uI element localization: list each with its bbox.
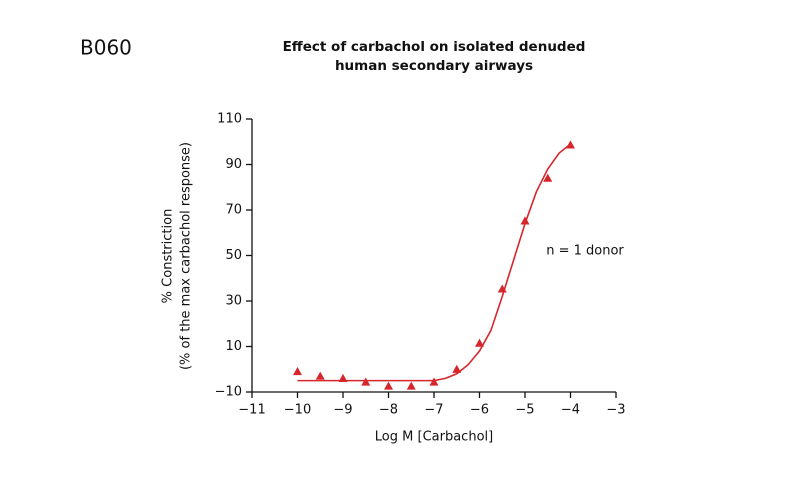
- x-tick-label: −10: [284, 403, 311, 418]
- data-point: [475, 338, 484, 347]
- chart-title: human secondary airways: [335, 58, 533, 74]
- x-tick-label: −7: [424, 403, 443, 418]
- chart-title: Effect of carbachol on isolated denuded: [283, 39, 586, 55]
- data-point: [293, 367, 302, 376]
- data-point: [315, 371, 325, 380]
- panel-label: B060: [80, 36, 132, 60]
- data-point: [543, 173, 553, 182]
- x-axis-label: Log M [Carbachol]: [375, 430, 493, 445]
- y-tick-label: 30: [225, 294, 242, 309]
- fit-line: [297, 143, 571, 382]
- y-tick-label: 110: [217, 112, 242, 127]
- x-tick-label: −3: [606, 403, 625, 418]
- data-point: [406, 381, 416, 390]
- y-axis-label: % Constriction: [161, 209, 176, 304]
- x-tick-label: −5: [515, 403, 534, 418]
- data-point: [429, 377, 439, 386]
- data-point: [520, 216, 530, 225]
- y-axis-label: (% of the max carbachol response): [179, 142, 194, 370]
- y-tick-label: −10: [215, 385, 242, 400]
- y-tick-label: 10: [225, 339, 242, 354]
- y-tick-label: 50: [225, 248, 242, 263]
- x-tick-label: −8: [379, 403, 398, 418]
- data-point: [361, 377, 371, 386]
- y-tick-label: 70: [225, 203, 242, 218]
- data-point: [384, 381, 393, 390]
- x-tick-label: −6: [470, 403, 489, 418]
- x-tick-label: −9: [333, 403, 352, 418]
- x-tick-label: −11: [238, 403, 265, 418]
- data-point: [452, 364, 462, 373]
- annotation: n = 1 donor: [546, 244, 624, 259]
- y-tick-label: 90: [225, 157, 242, 172]
- x-tick-label: −4: [561, 403, 580, 418]
